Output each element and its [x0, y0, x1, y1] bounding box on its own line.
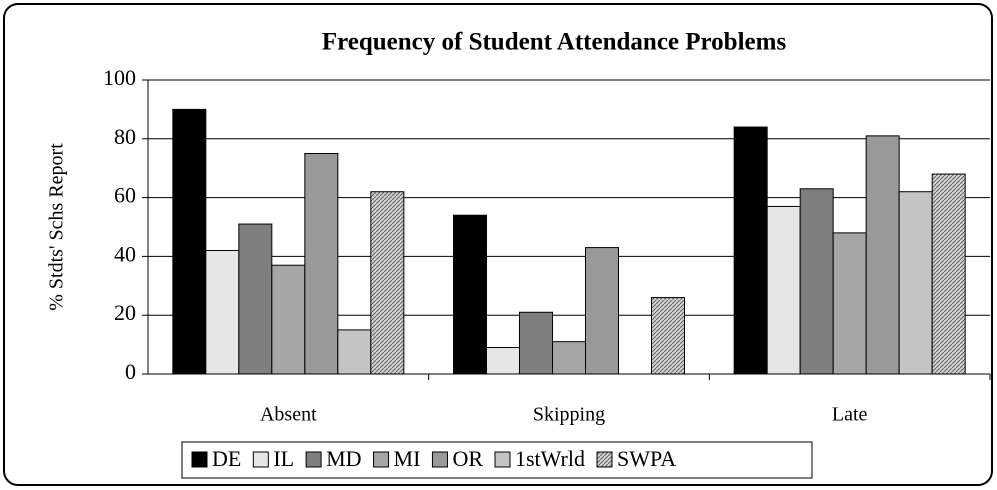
y-tick-label: 20	[114, 300, 136, 325]
x-tick-label: Absent	[260, 404, 317, 426]
chart-title: Frequency of Student Attendance Problems	[322, 29, 787, 56]
legend-swatch	[596, 451, 613, 468]
bar	[766, 205, 801, 375]
legend-swatch	[431, 451, 448, 468]
bar	[898, 191, 933, 375]
legend-swatch	[494, 451, 511, 468]
bar	[931, 173, 966, 375]
bar	[519, 311, 553, 375]
legend-label: OR	[452, 446, 483, 471]
legend-label: MD	[326, 446, 361, 471]
legend-swatch	[305, 451, 322, 468]
y-tick-label: 40	[114, 241, 136, 266]
bar	[205, 250, 240, 375]
legend-swatch	[252, 451, 269, 468]
bar	[238, 223, 273, 375]
y-tick-label: 80	[114, 124, 136, 149]
legend: DE IL MD MI OR 1stWrld SWPA	[181, 441, 813, 479]
bar	[799, 188, 834, 375]
bar	[370, 191, 405, 375]
legend-swatch	[191, 451, 208, 468]
bar	[733, 126, 768, 375]
bar	[172, 108, 207, 375]
legend-label: SWPA	[617, 446, 676, 471]
bar	[651, 297, 685, 375]
bar	[585, 247, 619, 375]
bar	[832, 232, 867, 375]
bar	[486, 347, 520, 375]
legend-swatch	[373, 451, 390, 468]
bar	[865, 135, 900, 375]
bar	[453, 214, 487, 375]
bar	[271, 264, 306, 375]
legend-label: 1stWrld	[515, 446, 585, 471]
x-tick-label: Skipping	[533, 404, 605, 426]
bar	[552, 341, 586, 375]
legend-label: IL	[273, 446, 294, 471]
y-tick-label: 60	[114, 183, 136, 208]
bar	[304, 153, 339, 375]
y-tick-label: 0	[125, 359, 136, 384]
legend-label: MI	[394, 446, 421, 471]
y-tick-label: 100	[103, 65, 136, 90]
legend-label: DE	[212, 446, 241, 471]
bar	[337, 329, 372, 375]
y-axis-label: % Stdts' Schs Report	[46, 143, 68, 311]
x-tick-label: Late	[832, 404, 868, 426]
